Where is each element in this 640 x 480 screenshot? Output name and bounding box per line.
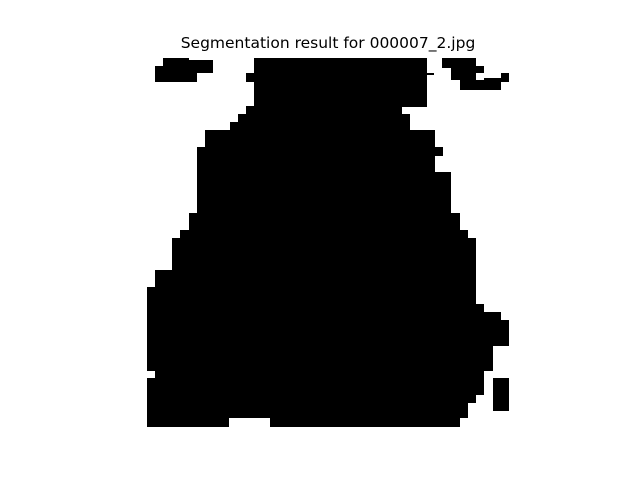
mask-region [254, 81, 427, 107]
mask-region [254, 58, 434, 75]
mask-background-holes [189, 58, 484, 80]
mask-region [155, 270, 476, 288]
mask-region [155, 370, 484, 379]
mask-region [155, 66, 197, 82]
mask-region [205, 130, 435, 148]
mask-region [147, 402, 468, 411]
mask-region [197, 155, 435, 173]
mask-region [460, 78, 501, 90]
mask-region [238, 114, 410, 123]
mask-region [147, 394, 476, 403]
mask-region [493, 378, 509, 411]
mask-hole [189, 58, 213, 60]
figure-title: Segmentation result for 000007_2.jpg [180, 34, 476, 52]
mask-region [147, 320, 509, 346]
mask-region [246, 73, 427, 82]
mask-foreground [147, 58, 509, 427]
mask-region [197, 172, 451, 214]
mask-region [147, 353, 493, 371]
mask-region [172, 238, 476, 271]
mask-region [147, 287, 476, 305]
mask-region [147, 378, 484, 395]
mask-region [147, 410, 468, 418]
mask-region [230, 122, 410, 131]
mask-region [451, 66, 484, 80]
mask-region [180, 230, 468, 239]
mask-region [501, 73, 509, 82]
mask-region [197, 147, 443, 156]
mask-region [147, 312, 501, 321]
mask-hole [434, 66, 442, 73]
mask-hole [427, 58, 434, 73]
mask-region [246, 106, 402, 115]
mask-region [147, 345, 493, 354]
mask-hole [476, 73, 484, 80]
mask-region [270, 418, 460, 427]
mask-region [147, 304, 484, 313]
mask-region [189, 213, 460, 231]
mask-region [147, 418, 229, 427]
mask-region [442, 58, 476, 68]
